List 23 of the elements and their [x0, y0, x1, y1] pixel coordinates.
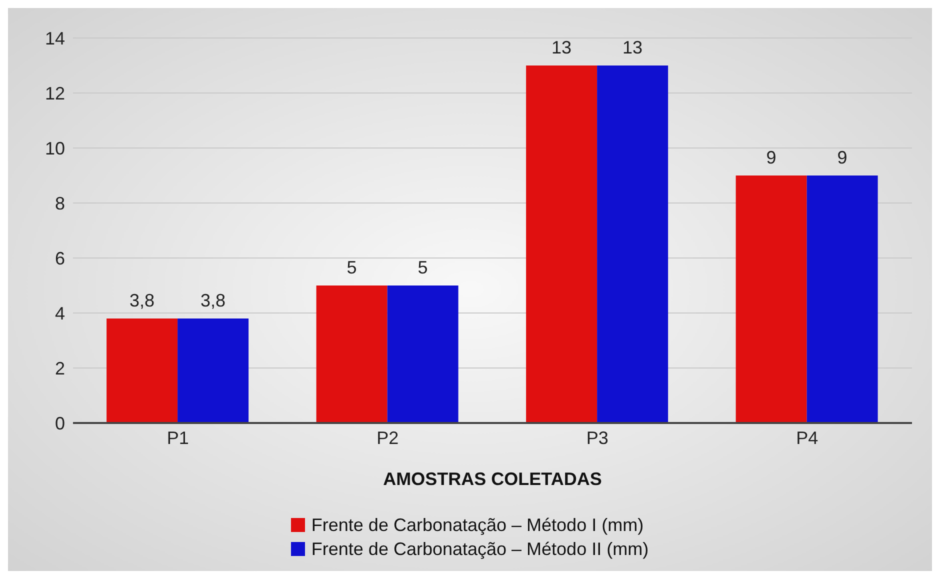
data-label: 3,8: [200, 290, 226, 310]
y-tick-label: 4: [54, 303, 65, 324]
data-label: 5: [418, 258, 428, 278]
x-tick-label: P1: [166, 428, 189, 448]
data-label: 9: [837, 148, 848, 168]
y-tick-label: 12: [44, 83, 65, 104]
data-label: 3,8: [130, 290, 155, 310]
data-label: 9: [766, 148, 776, 168]
legend-label: Frente de Carbonatação – Método II (mm): [311, 538, 649, 561]
y-tick-label: 2: [54, 358, 65, 378]
x-axis-title: AMOSTRAS COLETADAS: [383, 469, 602, 489]
y-tick-label: 14: [44, 28, 65, 48]
y-tick-label: 6: [54, 248, 65, 268]
data-label: 5: [346, 258, 357, 278]
data-label: 13: [552, 38, 572, 58]
x-tick-label: P3: [586, 428, 608, 448]
y-tick-label: 0: [54, 413, 65, 434]
legend-label: Frente de Carbonatação – Método I (mm): [311, 514, 644, 537]
data-label: 13: [622, 38, 643, 58]
y-tick-label: 8: [54, 193, 65, 214]
y-tick-label: 10: [44, 138, 65, 158]
x-tick-label: P2: [376, 428, 399, 448]
x-tick-label: P4: [796, 428, 818, 448]
